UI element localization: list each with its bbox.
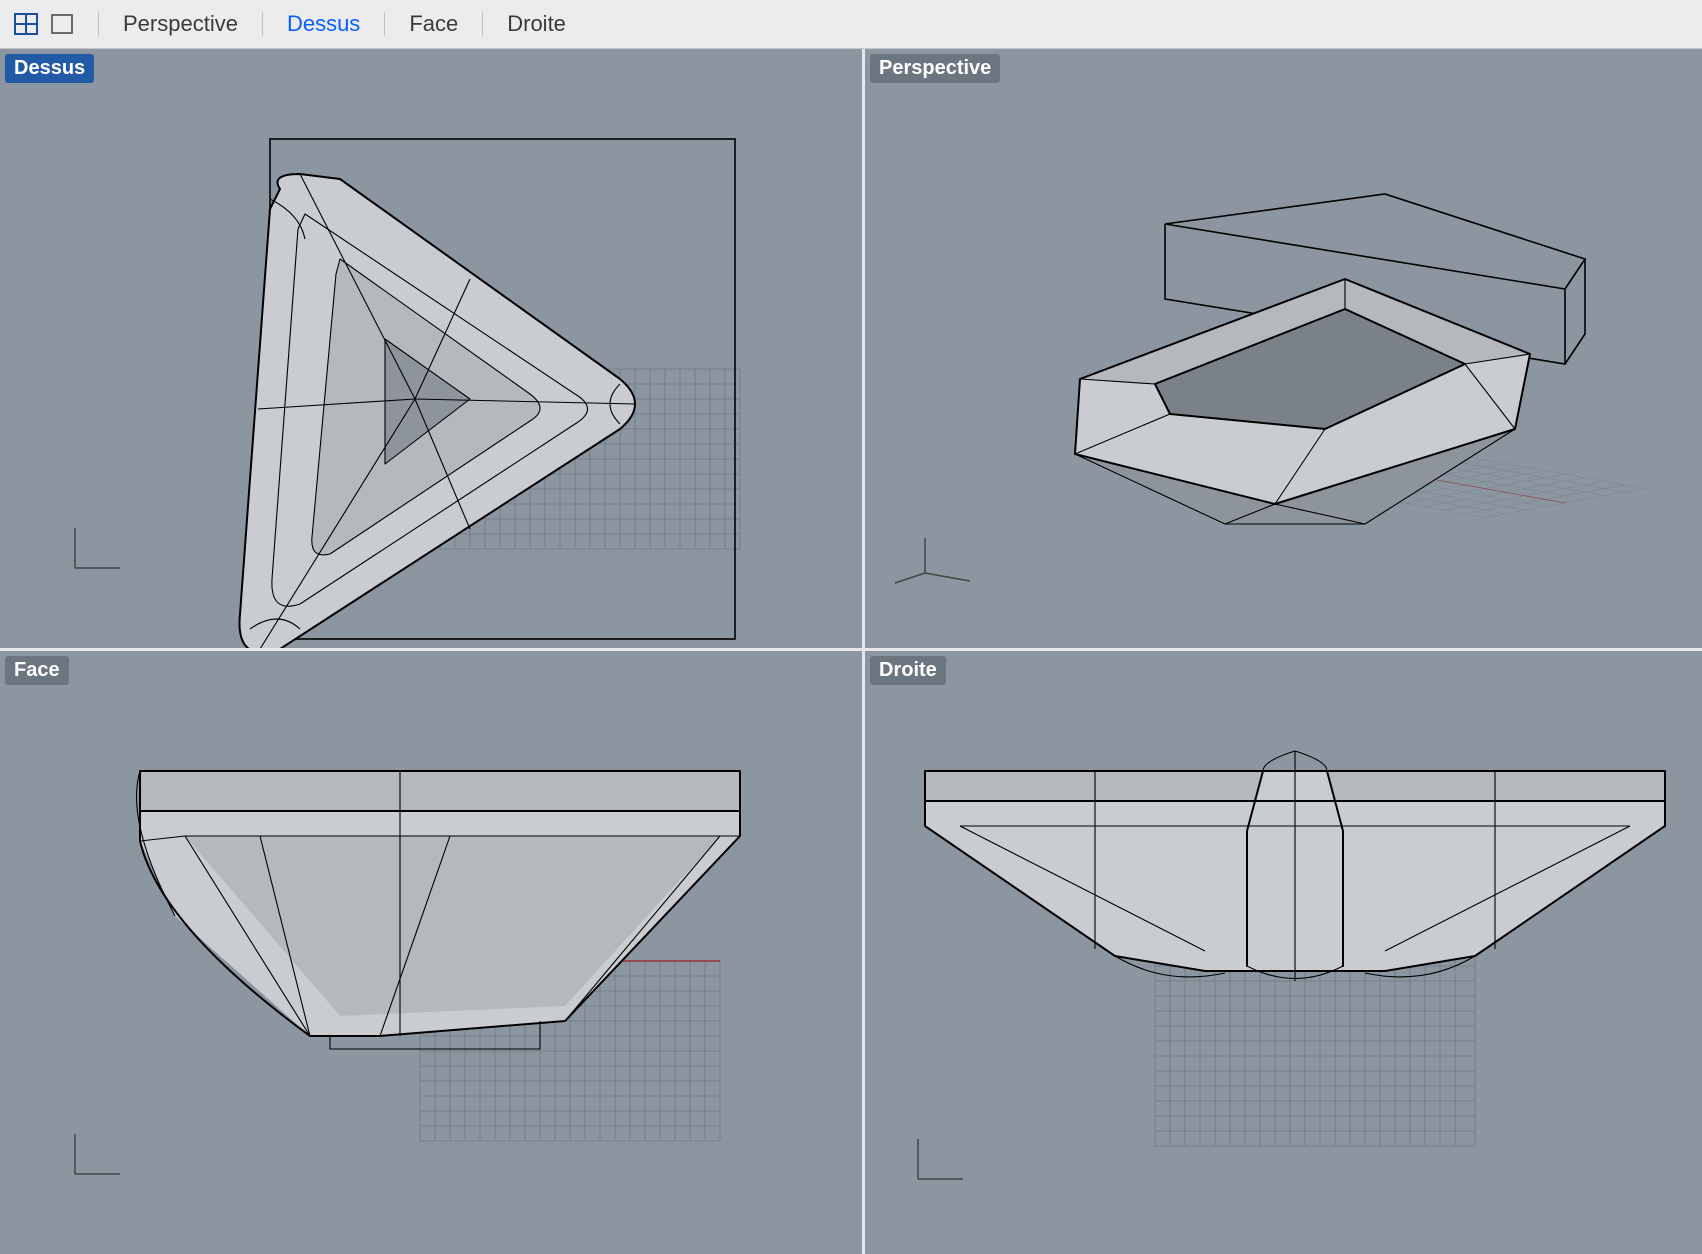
tab-dessus[interactable]: Dessus [279, 11, 368, 37]
axis-gizmo [70, 523, 130, 588]
viewport-dessus[interactable]: Dessus [0, 49, 865, 651]
axis-gizmo [913, 1134, 973, 1199]
toolbar-separator [384, 12, 385, 36]
tab-perspective[interactable]: Perspective [115, 11, 246, 37]
axis-gizmo [915, 533, 985, 593]
layout-4view-icon[interactable] [10, 10, 42, 38]
toolbar-separator [98, 12, 99, 36]
viewports-container: Dessus [0, 49, 1702, 1254]
tab-droite[interactable]: Droite [499, 11, 574, 37]
model-front [137, 771, 740, 1049]
axis-gizmo [70, 1129, 130, 1194]
tab-face[interactable]: Face [401, 11, 466, 37]
viewport-face[interactable]: Face [0, 651, 865, 1254]
toolbar: Perspective Dessus Face Droite [0, 0, 1702, 49]
toolbar-separator [262, 12, 263, 36]
model-right [925, 751, 1665, 981]
grid [1155, 951, 1475, 1146]
scene-perspective [865, 49, 1702, 648]
viewport-droite[interactable]: Droite [865, 651, 1702, 1254]
toolbar-separator [482, 12, 483, 36]
model-top [240, 174, 636, 648]
layout-single-icon[interactable] [46, 10, 78, 38]
model-perspective [1075, 279, 1530, 524]
scene-droite [865, 651, 1702, 1254]
viewport-perspective[interactable]: Perspective [865, 49, 1702, 651]
